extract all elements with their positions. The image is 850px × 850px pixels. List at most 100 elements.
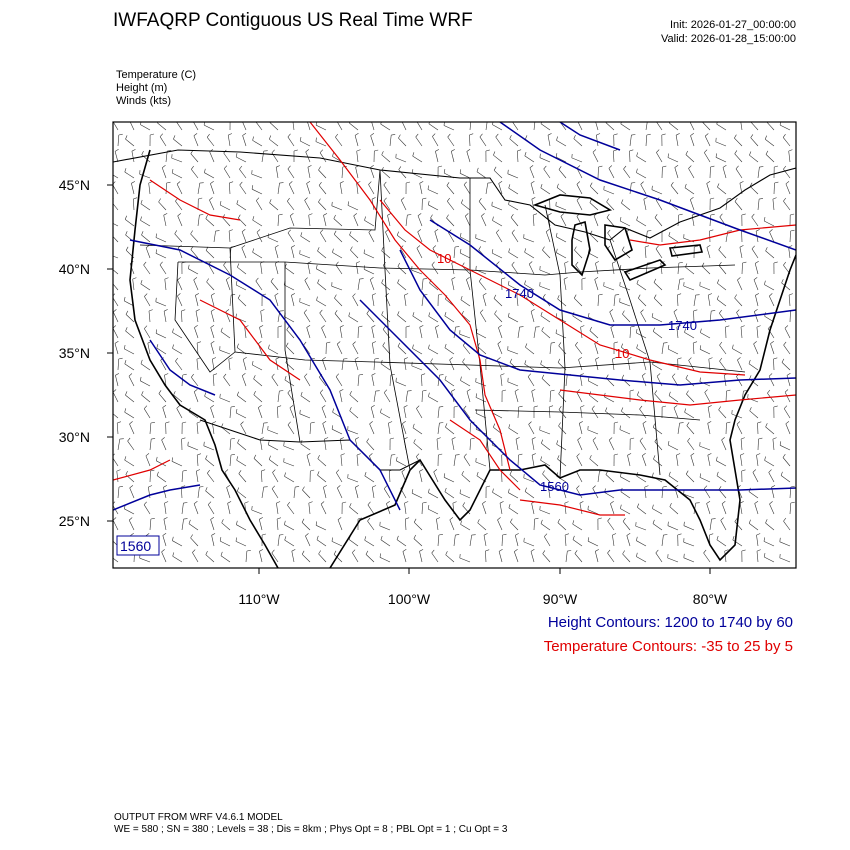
wind-barb-flag — [739, 245, 744, 248]
wind-barb-flag — [686, 390, 689, 395]
wind-barb-flag — [541, 327, 544, 331]
wind-barb — [498, 327, 503, 339]
wind-barb — [125, 138, 135, 147]
wind-barb — [181, 519, 184, 531]
wind-barb — [317, 250, 327, 259]
wind-barb-flag — [541, 439, 544, 444]
wind-barb — [238, 473, 247, 483]
wind-barb — [719, 361, 727, 371]
wind-barb-flag — [732, 344, 734, 349]
wind-barb — [595, 551, 599, 563]
wind-barb — [319, 312, 327, 323]
wind-barb — [356, 454, 359, 467]
wind-barb-flag — [228, 133, 233, 136]
wind-barb-flag — [646, 133, 651, 136]
wind-barb-flag — [558, 406, 562, 410]
wind-barb — [229, 438, 232, 451]
wind-barb-flag — [397, 262, 400, 267]
wind-barb — [220, 204, 231, 211]
wind-barb — [421, 279, 424, 291]
wind-barb-flag — [433, 469, 438, 473]
wind-barb-flag — [547, 133, 552, 136]
wind-barb — [579, 423, 583, 435]
temperature-contours — [113, 122, 796, 516]
wind-barb-flag — [748, 519, 751, 524]
wind-barb — [718, 249, 727, 259]
wind-barb-flag — [415, 133, 419, 138]
wind-barb — [469, 134, 471, 147]
wind-barb — [463, 408, 471, 419]
wind-barb — [461, 314, 471, 323]
wind-barb — [319, 152, 327, 163]
wind-barb — [779, 124, 791, 131]
wind-barb — [370, 135, 375, 147]
wind-barb-flag — [740, 453, 745, 456]
wind-barb — [301, 522, 311, 531]
wind-barb-flag — [508, 504, 511, 508]
wind-barb — [508, 427, 519, 435]
wind-barb-flag — [511, 229, 515, 233]
wind-barb-flag — [663, 342, 668, 344]
wind-barb-flag — [379, 553, 381, 558]
wind-barb — [508, 204, 519, 211]
wind-barb-flag — [210, 405, 214, 408]
wind-barb-flag — [763, 553, 766, 558]
wind-barb-flag — [718, 246, 722, 250]
wind-barb-flag — [444, 343, 447, 348]
wind-barb-flag — [679, 422, 684, 424]
wind-barb-flag — [422, 389, 427, 392]
wind-barb-flag — [428, 122, 430, 124]
wind-barb-flag — [783, 405, 788, 409]
state-line-1 — [178, 261, 736, 276]
wind-barb-flag — [380, 408, 382, 413]
wind-barb — [779, 541, 791, 547]
wind-barb — [161, 551, 167, 563]
wind-barb-flag — [110, 535, 112, 539]
wind-barb-flag — [581, 277, 586, 280]
wind-barb-flag — [219, 537, 222, 542]
wind-barb — [769, 295, 775, 307]
wind-barb — [164, 503, 167, 515]
wind-barb — [610, 503, 615, 515]
wind-barb-flag — [355, 485, 359, 488]
wind-barb-flag — [318, 198, 321, 203]
wind-barb — [412, 427, 423, 435]
height-contour — [499, 122, 796, 251]
wind-barb-flag — [640, 309, 644, 313]
wind-barb-flag — [133, 197, 138, 200]
wind-barb-flag — [653, 455, 656, 460]
wind-barb-flag — [688, 357, 692, 361]
wind-barb-flag — [652, 519, 655, 524]
gulf-coastline — [329, 254, 796, 568]
wind-barb-flag — [423, 278, 428, 280]
wind-barb — [597, 471, 600, 483]
wind-barb — [677, 279, 681, 291]
wind-barb-flag — [462, 358, 465, 363]
wind-barb — [645, 134, 648, 147]
wind-barb-flag — [158, 390, 162, 394]
wind-barb — [636, 283, 647, 291]
lake-huron — [604, 224, 633, 262]
wind-barb-flag — [524, 248, 527, 253]
wind-barb-flag — [316, 296, 318, 301]
wind-barb — [556, 156, 567, 163]
wind-barb — [194, 327, 199, 339]
wind-barb-flag — [271, 149, 275, 154]
wind-barb — [594, 279, 599, 291]
wind-barb-flag — [277, 405, 282, 408]
wind-barb — [190, 153, 199, 163]
wind-barb — [371, 327, 375, 339]
wind-barb-flag — [193, 277, 198, 281]
wind-barb-flag — [542, 470, 545, 475]
wind-barb-flag — [365, 550, 369, 555]
wind-barb — [223, 376, 231, 387]
wind-barb-flag — [523, 537, 525, 542]
wind-barb-flag — [555, 201, 557, 206]
wind-barb-flag — [772, 437, 777, 440]
wind-barb-flag — [260, 309, 265, 312]
wind-barb — [237, 395, 247, 403]
wind-barb-flag — [725, 325, 730, 328]
wind-barb-flag — [270, 278, 274, 282]
wind-barb — [291, 247, 295, 259]
wind-barb — [251, 509, 263, 515]
